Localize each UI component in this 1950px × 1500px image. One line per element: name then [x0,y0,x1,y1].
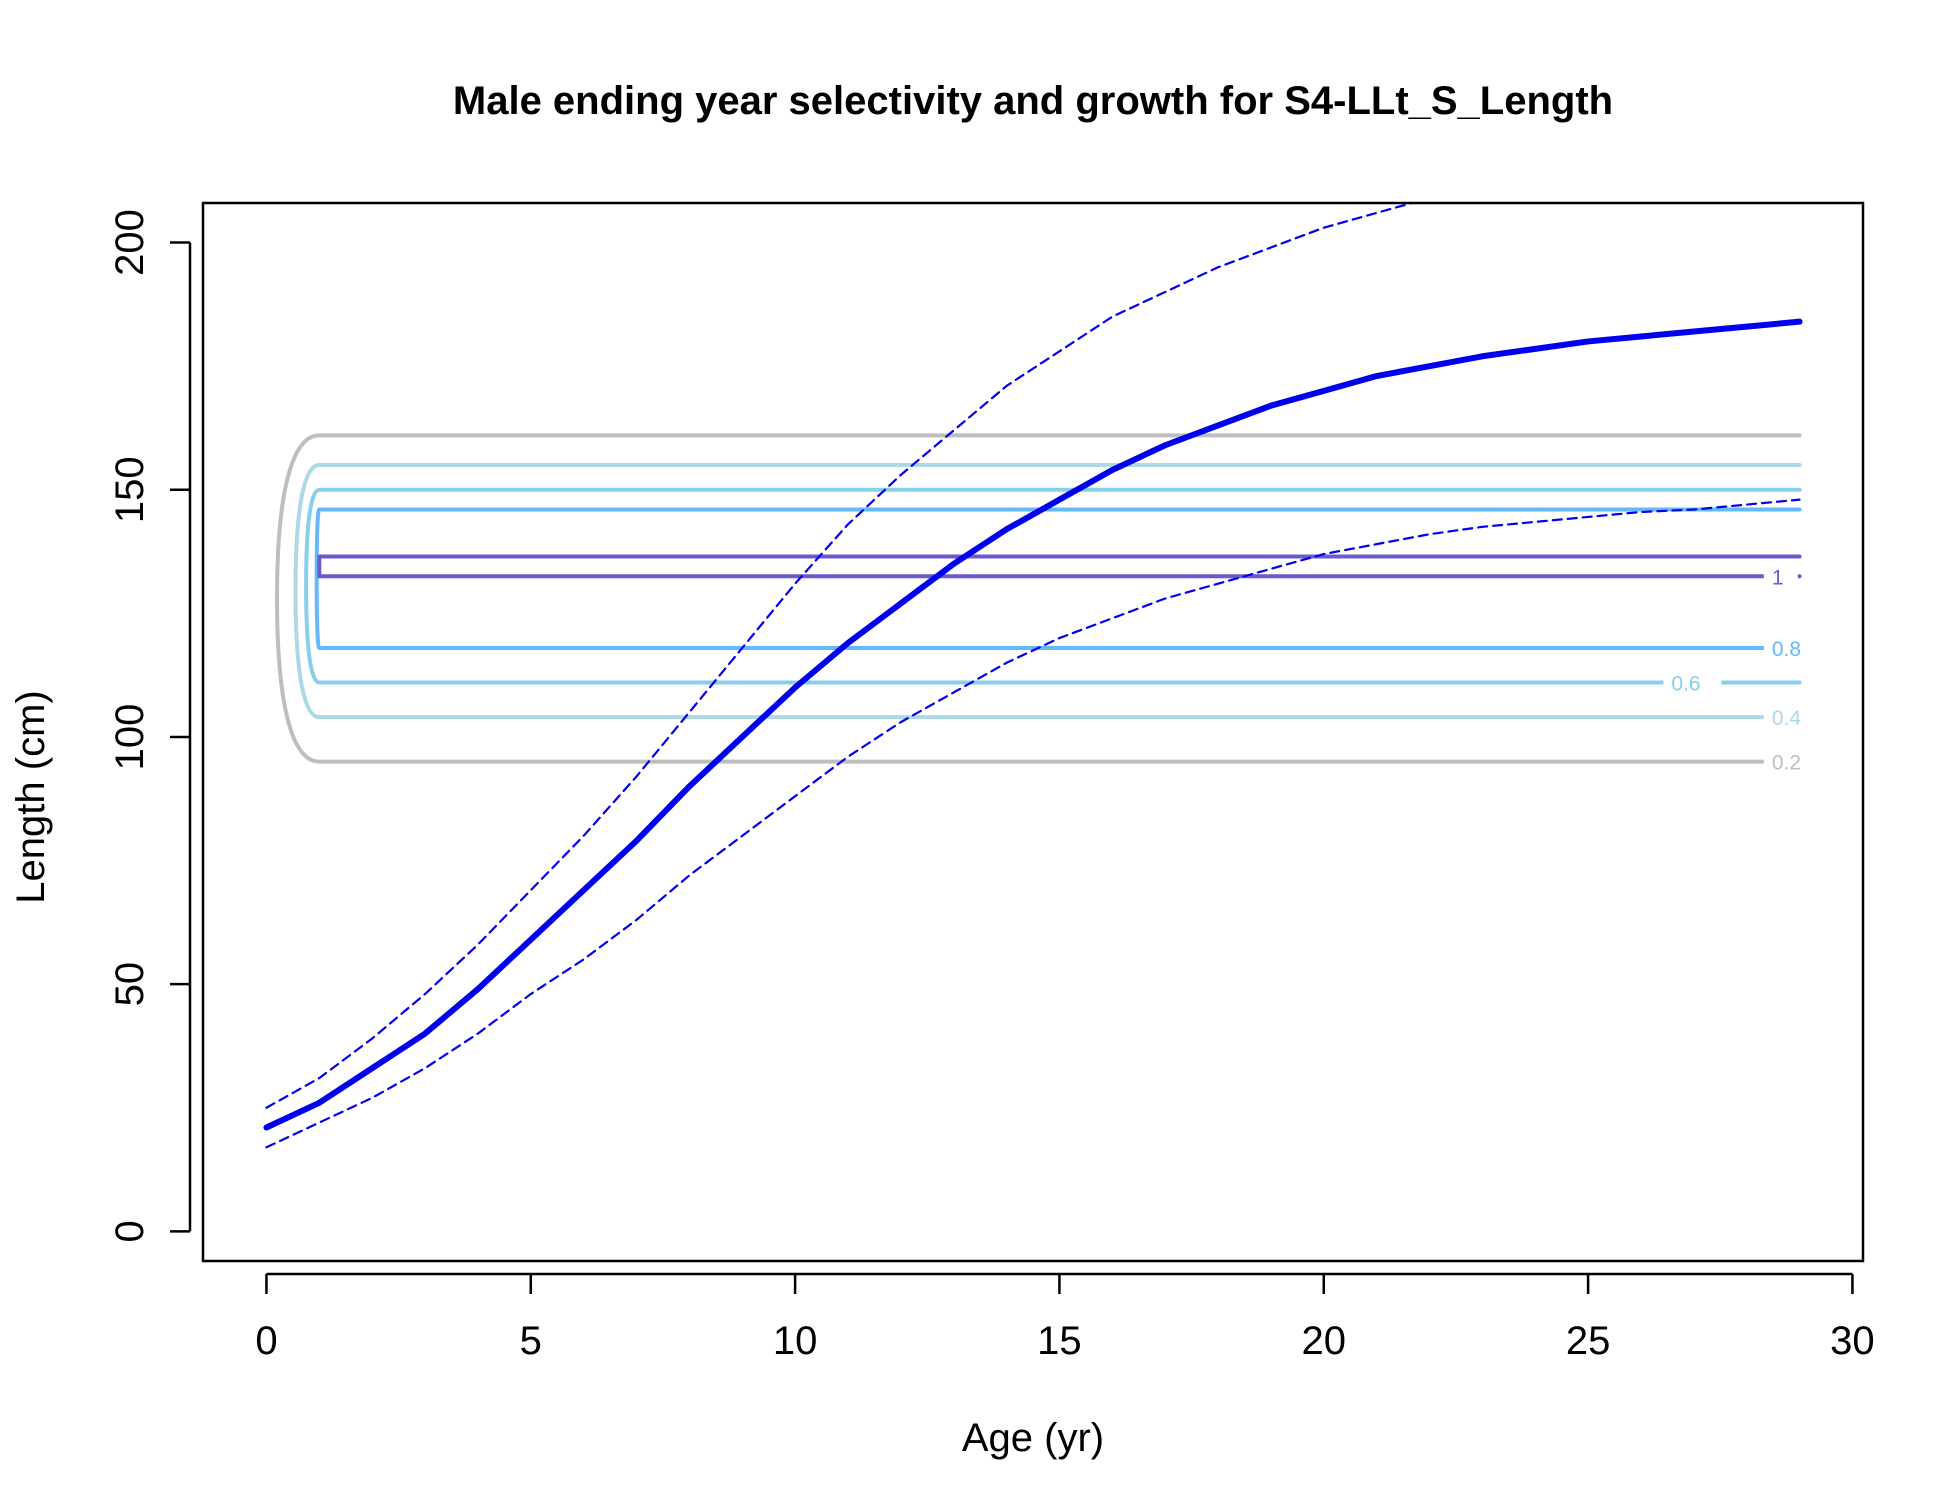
x-axis-label: Age (yr) [962,1416,1104,1460]
chart-title: Male ending year selectivity and growth … [453,79,1613,123]
series-line-upper-interval [265,203,1416,1109]
contour-line-0-8 [314,507,1802,650]
contour-label: 0.4 [1772,707,1802,730]
x-axis: 0 5 10 15 20 25 30 [255,1272,1875,1363]
contour-label: 1 [1772,566,1784,589]
contour-line-0-2 [275,433,1802,764]
contour-label-gap [1763,564,1798,589]
x-tick-label: 20 [1302,1319,1347,1363]
contour-label: 0.8 [1772,638,1801,661]
contour-label: 0.2 [1772,752,1801,775]
plot-frame [201,201,1865,1263]
contour-label-gap [1763,635,1822,660]
series-line-mean-length-at-age [263,318,1803,1131]
y-tick-label: 100 [108,704,152,771]
y-tick-label: 200 [108,209,152,276]
contour-label-gap [1763,749,1822,774]
y-tick-label: 50 [108,962,152,1007]
contour-label-gap [1663,670,1722,695]
x-tick-label: 15 [1037,1319,1082,1363]
contour-line-0-6 [304,487,1802,685]
contour-line-1 [317,554,1802,579]
x-tick-label: 25 [1566,1319,1611,1363]
y-tick-label: 150 [108,456,152,523]
contour-label-gap [1763,705,1822,730]
x-tick-label: 30 [1830,1319,1875,1363]
x-tick-label: 0 [255,1319,277,1363]
contour-line-0-4 [293,463,1802,720]
x-tick-label: 5 [520,1319,542,1363]
y-axis-label: Length (cm) [9,690,53,903]
y-axis: 0 50 100 150 200 [108,209,192,1242]
x-tick-label: 10 [773,1319,818,1363]
y-tick-label: 0 [108,1220,152,1242]
series-line-lower-interval [265,498,1801,1149]
contour-label: 0.6 [1671,673,1700,696]
plot-area: 0.2 0.4 0.6 0.8 1 [263,203,1822,1149]
